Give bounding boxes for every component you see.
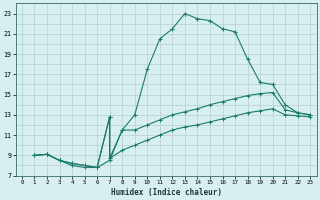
X-axis label: Humidex (Indice chaleur): Humidex (Indice chaleur)	[111, 188, 221, 197]
